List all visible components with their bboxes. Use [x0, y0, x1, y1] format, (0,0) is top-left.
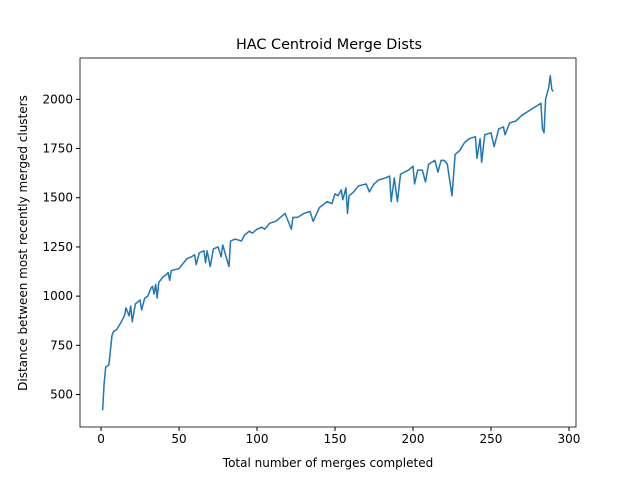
chart-title: HAC Centroid Merge Dists: [236, 37, 422, 53]
y-tick-label: 500: [50, 388, 73, 402]
x-tick-label: 200: [402, 432, 425, 446]
y-tick-label: 1750: [42, 142, 73, 156]
y-tick-label: 2000: [42, 92, 73, 106]
x-tick-label: 50: [171, 432, 186, 446]
y-tick-label: 1250: [42, 240, 73, 254]
y-tick-label: 1000: [42, 289, 73, 303]
x-tick-label: 300: [558, 432, 581, 446]
data-line: [101, 74, 554, 411]
y-tick-label: 750: [50, 338, 73, 352]
plot-frame: [79, 57, 577, 428]
y-tick-label: 1500: [42, 191, 73, 205]
x-tick-label: 0: [97, 432, 105, 446]
y-axis-label: Distance between most recently merged cl…: [16, 95, 30, 391]
x-tick-label: 250: [480, 432, 503, 446]
x-axis-label: Total number of merges completed: [222, 456, 433, 470]
x-tick-label: 150: [324, 432, 347, 446]
x-tick-label: 100: [246, 432, 269, 446]
